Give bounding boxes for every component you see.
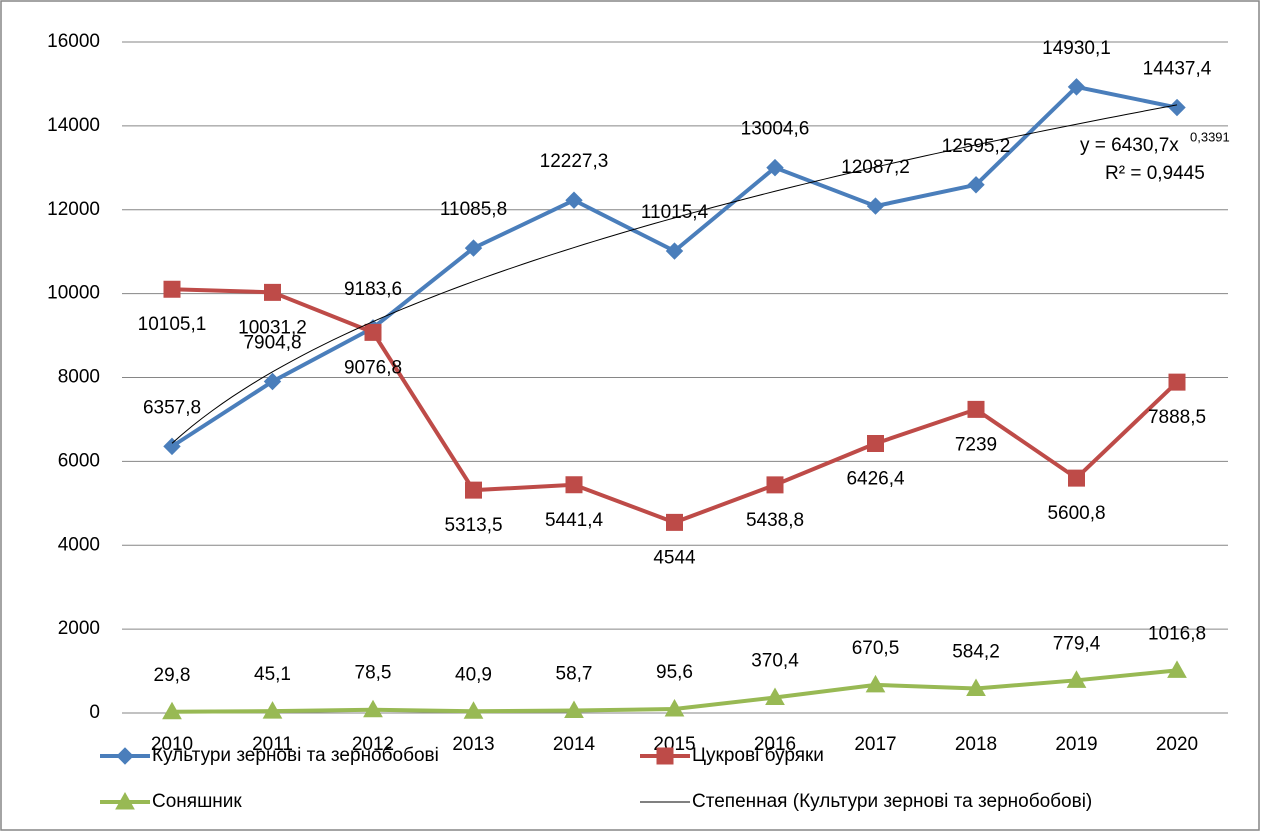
data-label: 5441,4	[545, 510, 604, 531]
x-tick-label: 2014	[553, 734, 596, 755]
data-label: 11015,4	[641, 202, 709, 223]
data-label: 584,2	[952, 642, 1000, 663]
y-tick-label: 4000	[58, 534, 100, 555]
marker	[967, 400, 985, 418]
marker	[565, 476, 583, 494]
y-tick-label: 0	[89, 702, 100, 723]
marker	[665, 242, 684, 260]
y-tick-label: 10000	[47, 283, 100, 304]
data-label: 9183,6	[344, 279, 402, 300]
marker	[765, 687, 785, 705]
data-label: 5313,5	[444, 515, 502, 536]
marker	[162, 701, 182, 720]
y-tick-label: 12000	[47, 199, 100, 220]
data-label: 7239	[955, 434, 997, 455]
x-tick-label: 2020	[1156, 734, 1198, 755]
data-label: 12595,2	[942, 136, 1011, 157]
marker	[263, 372, 282, 391]
data-label: 95,6	[656, 662, 693, 683]
marker	[163, 280, 181, 298]
y-tick-label: 6000	[58, 450, 100, 471]
data-label: 14437,4	[1143, 59, 1212, 80]
y-tick-label: 16000	[47, 31, 100, 52]
legend-label: Соняшник	[152, 791, 242, 812]
x-tick-label: 2011	[252, 734, 293, 755]
data-label: 14930,1	[1042, 38, 1111, 59]
data-label: 7888,5	[1148, 407, 1206, 428]
marker	[565, 191, 583, 209]
y-tick-label: 2000	[58, 618, 100, 639]
marker	[264, 283, 281, 301]
marker	[163, 437, 181, 456]
data-label: 12227,3	[540, 151, 609, 172]
data-label: 9076,8	[344, 357, 402, 378]
trend-r-squared: R² = 0,9445	[1105, 163, 1205, 184]
trendline	[171, 104, 1178, 444]
marker	[966, 678, 986, 697]
data-label: 370,4	[751, 650, 799, 671]
data-label: 6426,4	[846, 469, 905, 490]
data-label: 29,8	[154, 665, 191, 686]
marker	[967, 176, 985, 194]
data-label: 78,5	[355, 663, 392, 684]
y-tick-label: 8000	[58, 367, 100, 388]
data-label: 4544	[653, 547, 696, 568]
data-label: 670,5	[852, 638, 900, 659]
trend-equation-exponent: 0,3391	[1190, 129, 1230, 144]
x-tick-label: 2013	[452, 734, 494, 755]
data-label: 6357,8	[143, 397, 201, 418]
data-label: 40,9	[455, 664, 492, 685]
marker	[465, 481, 482, 499]
data-label: 58,7	[556, 664, 593, 685]
marker	[664, 698, 685, 717]
legend-label: Цукрові буряки	[692, 745, 824, 766]
data-label: 10105,1	[138, 314, 207, 335]
data-label: 5438,8	[746, 510, 804, 531]
marker	[766, 158, 784, 177]
y-tick-label: 14000	[47, 115, 100, 136]
marker	[363, 699, 383, 718]
marker	[766, 476, 784, 494]
marker	[1068, 469, 1085, 487]
marker	[116, 747, 134, 765]
marker	[867, 434, 884, 452]
marker	[262, 701, 283, 719]
marker	[564, 700, 584, 719]
data-label: 7904,8	[243, 333, 301, 354]
x-tick-label: 2017	[854, 734, 896, 755]
legend-label: Культури зернові та зернобобові	[152, 745, 439, 766]
trend-equation: y = 6430,7x	[1080, 135, 1179, 156]
marker	[1067, 78, 1086, 96]
marker	[115, 791, 135, 810]
x-tick-label: 2019	[1055, 734, 1097, 755]
marker	[1066, 670, 1087, 688]
marker	[464, 239, 483, 257]
data-label: 1016,8	[1148, 623, 1206, 644]
legend-label: Степенная (Культури зернові та зернобобо…	[692, 791, 1092, 812]
data-label: 10031,2	[238, 317, 307, 338]
marker	[1167, 660, 1187, 678]
marker	[666, 513, 683, 531]
marker	[1168, 373, 1186, 391]
marker	[463, 701, 484, 719]
x-tick-label: 2016	[754, 734, 796, 755]
marker	[865, 674, 886, 693]
data-label: 11085,8	[440, 199, 507, 220]
marker	[1168, 98, 1186, 117]
marker	[866, 197, 885, 215]
data-label: 5600,8	[1047, 503, 1105, 524]
x-tick-label: 2010	[151, 734, 193, 755]
marker	[364, 323, 382, 341]
data-label: 779,4	[1053, 633, 1101, 654]
x-tick-label: 2018	[955, 734, 997, 755]
data-label: 45,1	[254, 664, 291, 685]
x-tick-label: 2012	[352, 734, 394, 755]
marker	[656, 747, 674, 765]
data-label: 13004,6	[741, 119, 810, 140]
